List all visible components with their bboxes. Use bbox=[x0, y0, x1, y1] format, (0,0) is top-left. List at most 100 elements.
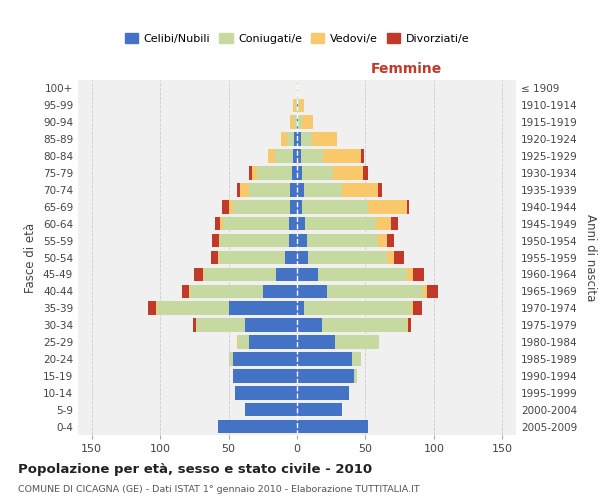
Bar bbox=[355, 369, 357, 382]
Text: COMUNE DI CICAGNA (GE) - Dati ISTAT 1° gennaio 2010 - Elaborazione TUTTITALIA.IT: COMUNE DI CICAGNA (GE) - Dati ISTAT 1° g… bbox=[18, 486, 419, 494]
Text: Popolazione per età, sesso e stato civile - 2010: Popolazione per età, sesso e stato civil… bbox=[18, 462, 372, 475]
Bar bbox=[196, 318, 245, 332]
Bar bbox=[219, 250, 284, 264]
Bar bbox=[317, 268, 407, 281]
Bar bbox=[298, 116, 302, 129]
Bar bbox=[292, 166, 297, 179]
Bar bbox=[297, 386, 349, 400]
Bar bbox=[233, 200, 290, 213]
Bar bbox=[327, 284, 423, 298]
Bar bbox=[204, 268, 277, 281]
Bar bbox=[296, 98, 297, 112]
Bar bbox=[257, 166, 292, 179]
Bar bbox=[290, 183, 297, 196]
Bar bbox=[362, 166, 368, 179]
Bar bbox=[305, 217, 376, 230]
Bar bbox=[220, 217, 223, 230]
Bar bbox=[297, 302, 304, 315]
Bar bbox=[249, 183, 290, 196]
Bar bbox=[218, 250, 219, 264]
Bar bbox=[304, 183, 342, 196]
Bar bbox=[376, 217, 391, 230]
Bar bbox=[222, 200, 229, 213]
Bar bbox=[413, 302, 422, 315]
Bar bbox=[298, 98, 300, 112]
Bar bbox=[297, 183, 304, 196]
Bar bbox=[290, 200, 297, 213]
Bar bbox=[297, 217, 305, 230]
Bar bbox=[304, 302, 410, 315]
Bar bbox=[297, 284, 327, 298]
Y-axis label: Fasce di età: Fasce di età bbox=[25, 222, 37, 292]
Bar bbox=[297, 116, 298, 129]
Bar bbox=[212, 234, 219, 247]
Bar bbox=[189, 284, 190, 298]
Bar bbox=[290, 116, 294, 129]
Legend: Celibi/Nubili, Coniugati/e, Vedovi/e, Divorziati/e: Celibi/Nubili, Coniugati/e, Vedovi/e, Di… bbox=[121, 29, 473, 48]
Bar bbox=[211, 250, 218, 264]
Bar bbox=[277, 268, 297, 281]
Bar bbox=[307, 234, 378, 247]
Bar bbox=[148, 302, 156, 315]
Bar bbox=[394, 250, 404, 264]
Bar bbox=[297, 336, 335, 349]
Bar bbox=[342, 183, 378, 196]
Bar bbox=[156, 302, 157, 315]
Bar bbox=[407, 268, 413, 281]
Bar bbox=[297, 420, 368, 434]
Bar bbox=[182, 284, 189, 298]
Bar bbox=[297, 352, 352, 366]
Bar bbox=[297, 200, 302, 213]
Bar bbox=[302, 166, 332, 179]
Bar bbox=[233, 369, 297, 382]
Bar bbox=[297, 150, 301, 163]
Bar bbox=[391, 217, 398, 230]
Bar bbox=[281, 132, 287, 146]
Bar bbox=[335, 336, 379, 349]
Bar bbox=[237, 183, 239, 196]
Bar bbox=[238, 336, 249, 349]
Bar bbox=[301, 132, 312, 146]
Bar bbox=[413, 268, 424, 281]
Text: Femmine: Femmine bbox=[371, 62, 442, 76]
Bar bbox=[293, 150, 297, 163]
Bar bbox=[388, 234, 394, 247]
Bar bbox=[297, 403, 342, 416]
Bar bbox=[218, 420, 297, 434]
Bar bbox=[378, 234, 388, 247]
Bar bbox=[408, 318, 410, 332]
Bar bbox=[300, 98, 304, 112]
Bar bbox=[193, 318, 196, 332]
Bar bbox=[368, 200, 407, 213]
Bar bbox=[312, 132, 337, 146]
Bar bbox=[297, 132, 301, 146]
Bar bbox=[235, 386, 297, 400]
Bar bbox=[194, 268, 203, 281]
Bar bbox=[388, 250, 394, 264]
Bar bbox=[323, 150, 361, 163]
Bar bbox=[229, 200, 233, 213]
Bar bbox=[407, 200, 409, 213]
Bar bbox=[302, 116, 313, 129]
Bar bbox=[275, 150, 293, 163]
Bar bbox=[203, 268, 204, 281]
Bar bbox=[215, 217, 220, 230]
Bar bbox=[301, 150, 323, 163]
Bar bbox=[249, 336, 297, 349]
Bar bbox=[297, 369, 355, 382]
Bar bbox=[297, 82, 298, 95]
Bar bbox=[297, 318, 322, 332]
Bar bbox=[297, 98, 298, 112]
Bar bbox=[190, 284, 263, 298]
Bar bbox=[263, 284, 297, 298]
Bar bbox=[220, 234, 289, 247]
Bar bbox=[423, 284, 427, 298]
Bar bbox=[289, 217, 297, 230]
Bar bbox=[245, 318, 297, 332]
Bar bbox=[297, 250, 308, 264]
Bar bbox=[289, 234, 297, 247]
Bar bbox=[361, 150, 364, 163]
Bar bbox=[407, 318, 408, 332]
Bar bbox=[237, 336, 238, 349]
Bar bbox=[297, 268, 317, 281]
